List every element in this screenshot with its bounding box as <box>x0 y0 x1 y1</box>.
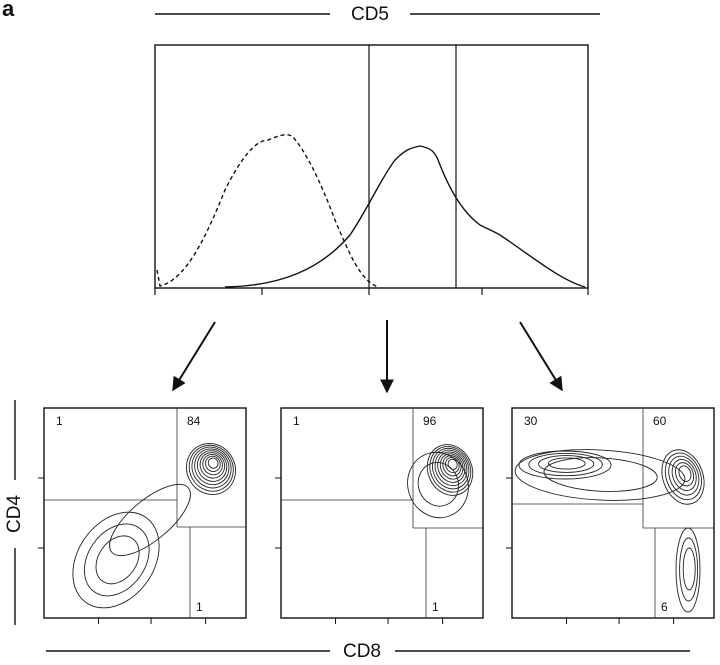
contour <box>188 444 234 492</box>
contour <box>675 527 701 613</box>
contour <box>207 457 219 469</box>
contour <box>407 451 469 519</box>
contour <box>678 465 692 482</box>
sample-histogram <box>224 145 586 288</box>
contour <box>664 452 702 501</box>
quadrant-value: 30 <box>524 414 538 428</box>
contour <box>426 444 474 496</box>
quadrant-value: 1 <box>56 414 63 428</box>
quadrant-value: 96 <box>423 414 437 428</box>
contour <box>518 450 612 480</box>
contour <box>429 446 472 493</box>
quadrant-value: 6 <box>661 600 668 614</box>
contour <box>671 458 697 491</box>
plot-frame <box>511 407 715 619</box>
contour <box>72 511 160 609</box>
histogram-frame <box>154 44 589 289</box>
contour <box>547 457 586 470</box>
contour <box>109 483 191 557</box>
arrow <box>519 321 563 392</box>
contour <box>432 447 470 490</box>
contour <box>194 448 230 486</box>
contour <box>205 455 221 472</box>
panel-label: a <box>2 0 15 21</box>
quadrant-value: 1 <box>432 600 439 614</box>
contour <box>679 537 699 602</box>
quadrant-value: 60 <box>653 414 667 428</box>
contour <box>83 523 150 597</box>
contour <box>199 452 226 479</box>
contour <box>196 450 228 482</box>
quadrant-value: 84 <box>187 414 201 428</box>
contour <box>417 462 460 507</box>
contour <box>528 452 603 477</box>
contour <box>95 535 140 585</box>
contour <box>202 453 223 476</box>
control-histogram <box>156 134 379 288</box>
plot-frame <box>280 407 484 619</box>
plot-frame <box>43 407 247 619</box>
contour <box>668 455 700 496</box>
contour <box>682 547 696 591</box>
contour <box>675 462 695 487</box>
contour <box>186 443 236 495</box>
contour <box>661 449 705 505</box>
contour <box>191 446 232 489</box>
histogram-marker: CD5 <box>351 4 389 25</box>
contour <box>543 457 658 492</box>
y-marker: CD4 <box>4 495 25 533</box>
quadrant-value: 1 <box>293 414 300 428</box>
x-marker: CD8 <box>343 641 381 662</box>
contour <box>514 449 686 501</box>
histogram-ticks <box>154 288 589 295</box>
arrow <box>172 321 216 392</box>
quadrant-value: 1 <box>196 600 203 614</box>
contour <box>538 455 595 473</box>
